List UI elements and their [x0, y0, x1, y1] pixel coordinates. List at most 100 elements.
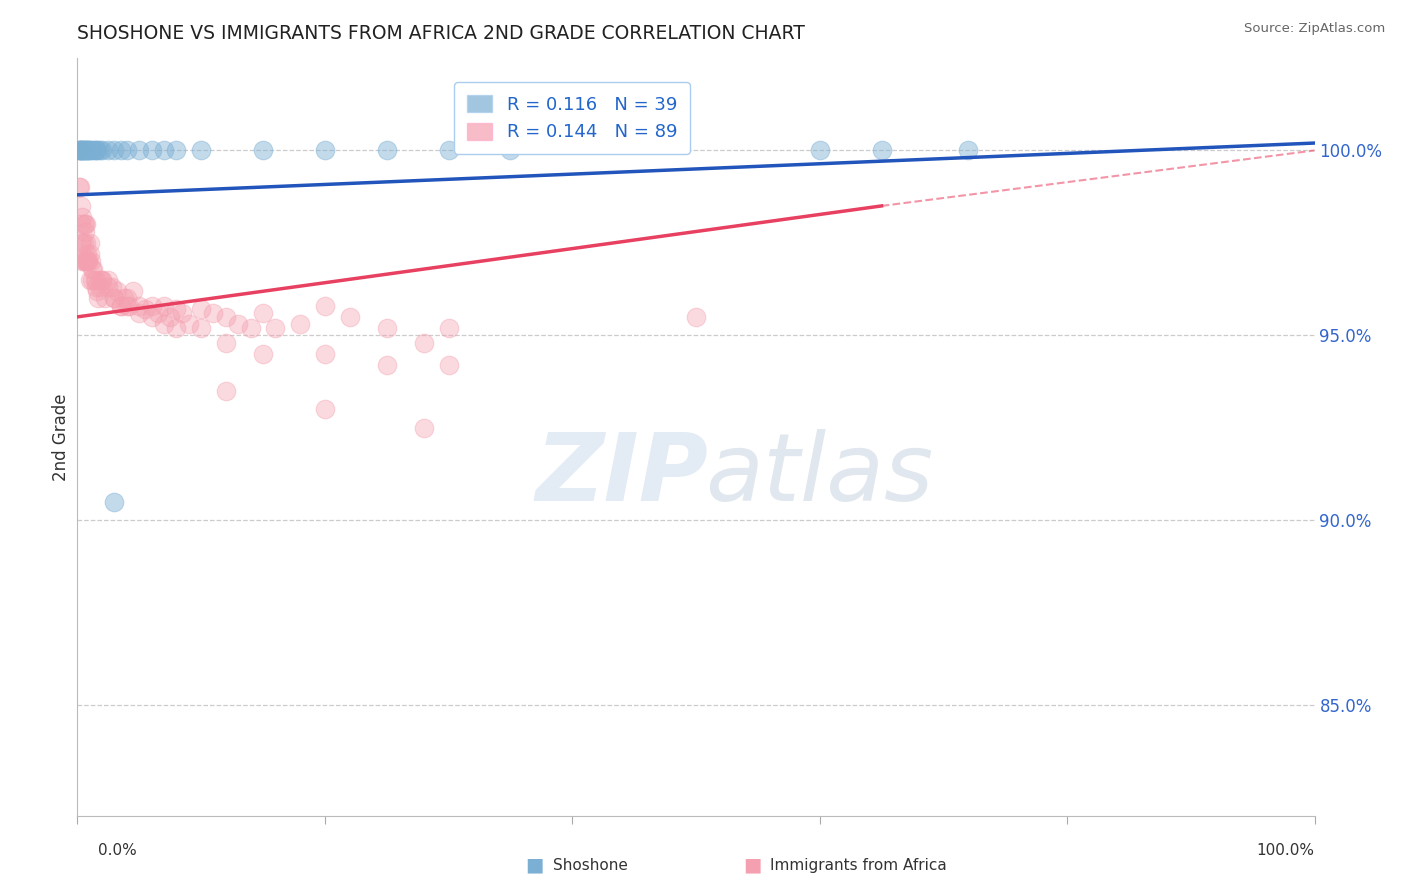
Point: [103, 292, 125, 306]
Point: [72, 144, 94, 158]
Point: [375, 321, 398, 335]
Point: [91, 273, 114, 287]
Point: [314, 347, 336, 361]
Point: [77, 144, 100, 158]
Point: [73, 254, 96, 268]
Point: [103, 292, 125, 306]
Point: [808, 144, 831, 158]
Point: [69, 144, 91, 158]
Point: [79, 273, 101, 287]
Point: [252, 347, 274, 361]
Point: [252, 144, 274, 158]
Point: [141, 144, 163, 158]
Point: [69, 144, 91, 158]
Point: [97, 144, 120, 158]
Point: [499, 144, 522, 158]
Point: [72, 235, 94, 250]
Point: [264, 321, 287, 335]
Text: Shoshone: Shoshone: [553, 858, 627, 872]
Text: ■: ■: [742, 855, 762, 875]
Point: [84, 273, 107, 287]
Point: [103, 144, 125, 158]
Point: [80, 254, 103, 268]
Point: [75, 254, 97, 268]
Point: [70, 199, 93, 213]
Text: ■: ■: [524, 855, 544, 875]
Point: [153, 144, 176, 158]
Point: [79, 144, 101, 158]
Point: [215, 335, 238, 350]
Point: [177, 318, 200, 332]
Point: [870, 144, 893, 158]
Point: [76, 144, 98, 158]
Text: 100.0%: 100.0%: [1257, 843, 1315, 858]
Point: [75, 218, 97, 232]
Point: [72, 218, 94, 232]
Point: [375, 358, 398, 372]
Point: [288, 318, 311, 332]
Point: [159, 310, 181, 324]
Point: [76, 144, 98, 158]
Point: [101, 280, 124, 294]
Point: [685, 310, 707, 324]
Point: [67, 144, 90, 158]
Point: [82, 273, 104, 287]
Point: [437, 321, 460, 335]
Point: [202, 306, 225, 320]
Point: [153, 299, 176, 313]
Point: [115, 299, 138, 313]
Point: [86, 284, 108, 298]
Point: [375, 144, 398, 158]
Point: [165, 302, 187, 317]
Point: [72, 254, 94, 268]
Point: [165, 321, 187, 335]
Point: [215, 310, 238, 324]
Point: [79, 144, 101, 158]
Point: [172, 306, 194, 320]
Point: [72, 144, 94, 158]
Point: [153, 318, 176, 332]
Point: [141, 310, 163, 324]
Point: [70, 235, 93, 250]
Point: [84, 280, 107, 294]
Point: [115, 292, 138, 306]
Text: ZIP: ZIP: [536, 429, 709, 521]
Text: Immigrants from Africa: Immigrants from Africa: [770, 858, 948, 872]
Point: [110, 144, 132, 158]
Point: [86, 144, 108, 158]
Point: [190, 302, 212, 317]
Point: [76, 247, 98, 261]
Point: [70, 144, 93, 158]
Point: [412, 421, 434, 435]
Point: [190, 321, 212, 335]
Point: [110, 299, 132, 313]
Point: [82, 261, 104, 276]
Text: 0.0%: 0.0%: [98, 843, 138, 858]
Point: [69, 180, 91, 194]
Point: [72, 254, 94, 268]
Point: [72, 144, 94, 158]
Point: [339, 310, 361, 324]
Point: [128, 306, 150, 320]
Point: [314, 299, 336, 313]
Point: [84, 144, 107, 158]
Point: [73, 144, 96, 158]
Point: [226, 318, 249, 332]
Point: [73, 218, 96, 232]
Point: [70, 218, 93, 232]
Point: [87, 292, 110, 306]
Point: [91, 273, 114, 287]
Point: [82, 144, 104, 158]
Point: [83, 273, 105, 287]
Point: [957, 144, 980, 158]
Point: [82, 261, 104, 276]
Point: [67, 144, 90, 158]
Text: atlas: atlas: [706, 429, 934, 521]
Point: [110, 299, 132, 313]
Point: [79, 235, 101, 250]
Point: [72, 144, 94, 158]
Point: [141, 299, 163, 313]
Point: [122, 284, 145, 298]
Point: [437, 358, 460, 372]
Point: [91, 144, 114, 158]
